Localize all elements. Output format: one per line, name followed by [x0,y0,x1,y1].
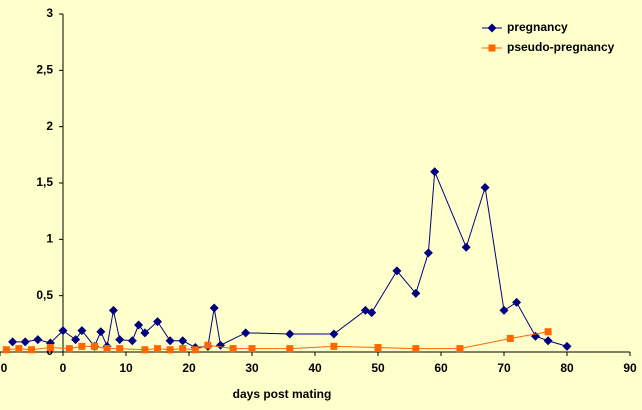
marker [329,329,339,339]
marker [178,336,188,346]
y-tick-label: 2 [46,119,53,133]
marker [285,329,295,339]
x-axis-label: days post mating [233,387,332,401]
x-tick-label: 10 [119,361,133,375]
x-tick-label: 80 [560,361,574,375]
marker [204,341,212,349]
marker [20,337,30,347]
x-tick-label: 0 [1,361,8,375]
marker [229,345,237,353]
y-tick-label: 0,5 [36,288,53,302]
marker [374,343,382,351]
series-line [12,171,568,349]
marker [77,326,87,336]
marker [46,343,54,351]
x-tick-label: 50 [371,361,385,375]
marker [153,317,162,327]
marker [461,242,471,252]
marker [216,340,225,350]
marker [108,305,118,315]
marker [191,346,199,354]
marker [480,183,490,193]
y-tick-label: 1 [46,232,53,246]
marker [544,328,552,336]
x-tick-label: 40 [308,361,322,375]
marker [2,346,10,354]
marker [91,342,98,350]
marker [78,342,86,350]
marker [209,303,219,313]
marker [367,308,377,318]
marker [241,328,251,338]
marker [140,328,150,338]
x-tick-label: 60 [434,361,448,375]
marker [58,326,68,336]
marker [488,44,496,52]
marker [154,345,161,353]
marker [28,346,35,354]
x-tick-label: 70 [497,361,511,375]
x-tick-label: 30 [245,361,259,375]
legend-label: pseudo-pregnancy [507,40,615,54]
x-tick-label: 20 [182,361,196,375]
marker [430,167,440,177]
marker [71,335,81,345]
marker [96,327,106,337]
marker [411,288,421,298]
marker [412,345,420,353]
marker [165,336,175,346]
marker [127,336,137,346]
marker [33,335,43,345]
marker [512,297,522,307]
marker [166,346,174,354]
marker [103,345,111,353]
y-tick-label: 1,5 [36,175,53,189]
y-tick-label: 2,5 [36,63,53,77]
marker [179,345,187,353]
marker [423,248,433,258]
marker [487,23,497,33]
x-tick-label: 90 [623,361,637,375]
marker [506,334,514,342]
marker [543,336,553,346]
marker [392,266,402,276]
marker [115,335,125,345]
marker [15,345,23,353]
marker [116,345,124,353]
marker [562,341,572,351]
marker [499,305,509,315]
x-tick-label: 0 [60,361,67,375]
y-tick-label: 0 [46,344,53,358]
legend-label: pregnancy [507,20,568,34]
marker [65,345,73,353]
marker [286,345,294,353]
marker [456,345,464,353]
y-tick-label: 3 [46,6,53,20]
marker [248,345,256,353]
marker [330,342,338,350]
series-line [6,331,549,351]
marker [141,346,149,354]
marker [8,337,18,347]
marker [134,320,144,330]
